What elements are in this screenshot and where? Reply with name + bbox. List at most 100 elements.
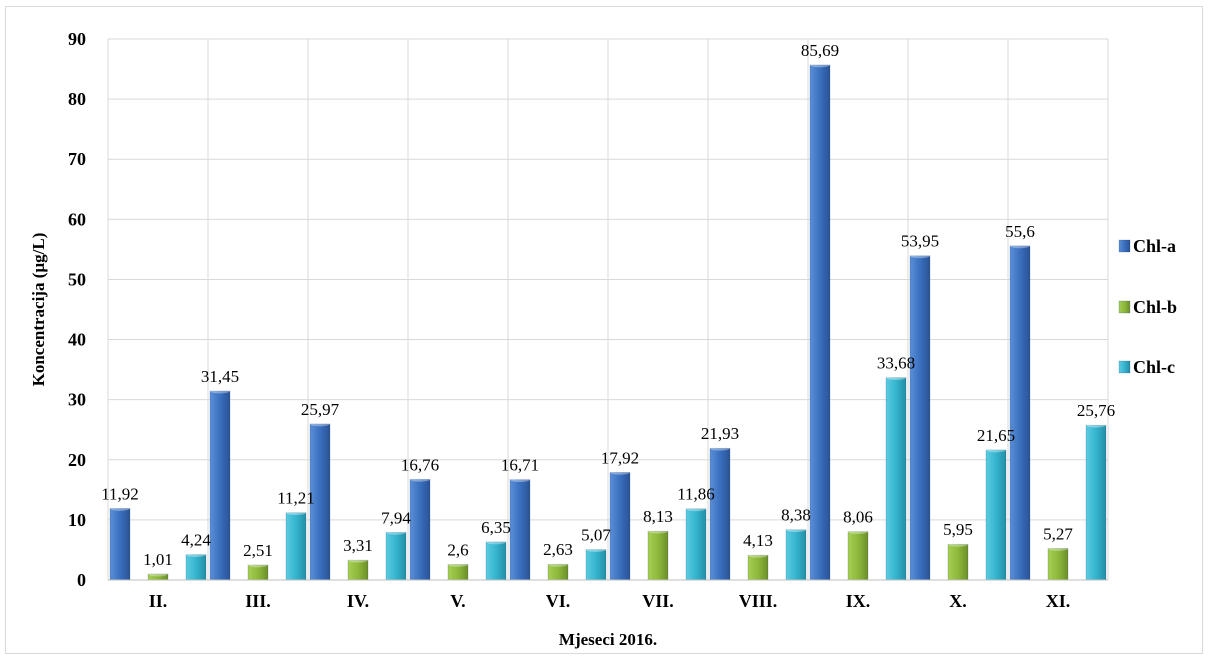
- bar-chl-b-vii: [647, 530, 669, 581]
- bar-chl-c-viii: [785, 529, 807, 581]
- legend-swatch-chl-b: [1118, 300, 1131, 314]
- data-label: 4,24: [181, 531, 211, 550]
- bar-chl-c-vii: [685, 508, 707, 581]
- bar-top-highlight: [286, 510, 306, 516]
- bar-top-highlight: [948, 541, 968, 547]
- data-label: 11,21: [277, 489, 315, 508]
- bar-chl-a-vii: [609, 471, 631, 581]
- bar-top-highlight: [510, 477, 530, 483]
- data-label: 8,38: [781, 506, 811, 525]
- y-tick-label: 30: [68, 390, 86, 410]
- data-label: 85,69: [801, 41, 839, 60]
- data-label: 8,13: [643, 507, 673, 526]
- data-label: 11,86: [677, 485, 715, 504]
- data-label: 6,35: [481, 518, 511, 537]
- bar-top-highlight: [210, 388, 230, 394]
- data-label: 11,92: [101, 484, 139, 503]
- bar-top-highlight: [548, 561, 568, 567]
- legend-label-chl-b: Chl-b: [1133, 297, 1177, 317]
- bar-chl-c-x: [985, 449, 1007, 581]
- bar-chl-c-ii: [185, 554, 207, 581]
- y-tick-label: 40: [68, 330, 86, 350]
- bar-chl-c-vi: [585, 549, 607, 581]
- bar-chl-b-ix: [847, 531, 869, 581]
- legend-label-chl-a: Chl-a: [1133, 236, 1176, 256]
- bar-chl-c-v: [485, 541, 507, 581]
- bar-top-highlight: [1010, 243, 1030, 249]
- bar-chl-a-viii: [709, 447, 731, 581]
- x-category-label: II.: [149, 591, 168, 611]
- bar-top-highlight: [786, 527, 806, 533]
- bar-chl-c-xi: [1085, 424, 1107, 581]
- bar-top-highlight: [148, 571, 168, 577]
- bar-top-highlight: [886, 375, 906, 381]
- bar-top-highlight: [748, 552, 768, 558]
- bar-top-highlight: [586, 547, 606, 553]
- x-category-label: XI.: [1046, 591, 1071, 611]
- data-label: 25,97: [301, 400, 340, 419]
- bar-chl-a-ii: [109, 508, 131, 581]
- bar-top-highlight: [910, 253, 930, 259]
- gridlines: [107, 38, 1109, 580]
- x-category-label: VII.: [642, 591, 674, 611]
- legend-swatch-chl-a: [1118, 239, 1131, 253]
- bar-chl-b-xi: [1047, 548, 1069, 581]
- y-tick-label: 10: [68, 510, 86, 530]
- x-axis-categories: II. III. IV. V. VI. VII. VIII. IX. X. XI.: [149, 591, 1071, 611]
- bar-top-highlight: [310, 421, 330, 427]
- y-tick-label: 60: [68, 209, 86, 229]
- bar-top-highlight: [610, 469, 630, 475]
- bar-top-highlight: [486, 539, 506, 545]
- legend: Chl-a Chl-b Chl-c: [1118, 236, 1177, 377]
- bar-chl-c-ix: [885, 377, 907, 581]
- bar-chl-b-viii: [747, 554, 769, 581]
- legend-swatch-chl-c: [1118, 360, 1131, 374]
- bar-top-highlight: [186, 552, 206, 558]
- data-label: 2,51: [243, 541, 273, 560]
- data-label: 8,06: [843, 508, 873, 527]
- bar-top-highlight: [848, 529, 868, 535]
- bar-top-highlight: [110, 505, 130, 511]
- bar-chl-b-x: [947, 543, 969, 581]
- x-axis-title: Mjeseci 2016.: [559, 630, 657, 649]
- bar-top-highlight: [686, 506, 706, 512]
- bar-top-highlight: [410, 476, 430, 482]
- y-tick-label: 70: [68, 149, 86, 169]
- bar-top-highlight: [386, 529, 406, 535]
- bar-chl-a-vi: [509, 479, 531, 581]
- data-label: 21,65: [977, 426, 1015, 445]
- legend-label-chl-c: Chl-c: [1133, 357, 1175, 377]
- y-tick-label: 90: [68, 29, 86, 49]
- data-label: 33,68: [877, 354, 915, 373]
- x-category-label: IX.: [846, 591, 871, 611]
- data-label: 21,93: [701, 424, 739, 443]
- data-label: 2,63: [543, 540, 573, 559]
- y-tick-label: 20: [68, 450, 86, 470]
- data-labels: 11,92 1,01 4,24 31,45 2,51 11,21 25,97 3,31 7,94…: [101, 41, 1115, 569]
- bar-chl-b-iv: [347, 559, 369, 581]
- bar-top-highlight: [986, 447, 1006, 453]
- bar-top-highlight: [248, 562, 268, 568]
- bar-chl-a-iii: [209, 390, 231, 581]
- chart-frame: [5, 6, 1203, 654]
- bar-top-highlight: [1086, 422, 1106, 428]
- bar-chl-c-iii: [285, 512, 307, 581]
- data-label: 2,6: [447, 540, 468, 559]
- bar-top-highlight: [710, 445, 730, 451]
- bar-top-highlight: [648, 528, 668, 534]
- bar-chl-a-ix: [809, 64, 831, 581]
- x-category-label: X.: [949, 591, 967, 611]
- data-label: 16,71: [501, 456, 539, 475]
- bars: [109, 62, 1107, 581]
- bar-chl-a-v: [409, 478, 431, 581]
- data-label: 31,45: [201, 367, 239, 386]
- bar-chl-a-x: [909, 255, 931, 581]
- y-tick-label: 0: [77, 570, 86, 590]
- data-label: 3,31: [343, 536, 373, 555]
- bar-top-highlight: [448, 561, 468, 567]
- data-label: 1,01: [143, 550, 173, 569]
- y-axis-title: Koncentracija (µg/L): [29, 233, 48, 387]
- bar-chl-c-iv: [385, 531, 407, 581]
- x-category-label: III.: [245, 591, 271, 611]
